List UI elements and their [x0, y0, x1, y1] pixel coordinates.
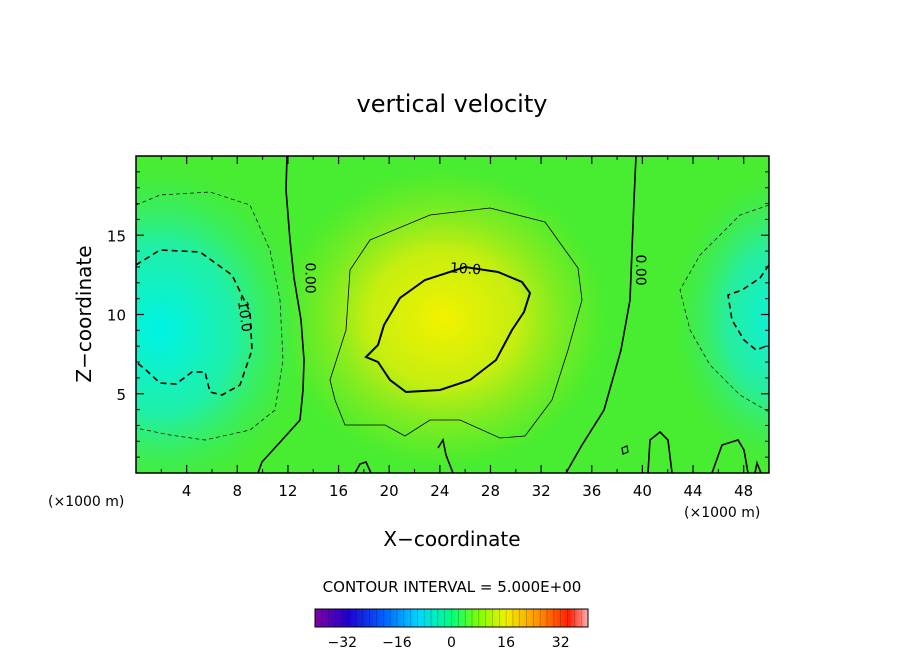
x-tick-label: 48: [734, 482, 753, 500]
y-tick-label: 15: [107, 227, 126, 245]
contour-neg10-left: [136, 249, 253, 396]
colorbar-tick-label: −16: [382, 635, 412, 651]
x-tick-label: 44: [683, 482, 702, 500]
contour-small-loop-4: [711, 439, 749, 473]
field-min-right-region: [670, 170, 769, 470]
field-max-region: [278, 168, 608, 468]
chart-title: vertical velocity: [357, 90, 548, 118]
x-axis: 4 8 12 16 20 24 28 32 36 40 44 48: [160, 156, 753, 500]
colorbar: [314, 608, 589, 628]
y-axis-label: Z−coordinate: [72, 245, 96, 382]
x-tick-label: 20: [380, 482, 399, 500]
contour-small-loop-6: [754, 460, 762, 473]
x-tick-label: 28: [481, 482, 500, 500]
contour-interval-text: CONTOUR INTERVAL = 5.000E+00: [323, 578, 582, 596]
contour-label: 0.00: [632, 255, 648, 286]
y-axis: 5 10 15: [107, 171, 769, 458]
x-tick-label: 40: [633, 482, 652, 500]
contour-labels: 10.0 0.00 0.00 -10.0: [233, 255, 648, 333]
colorbar-tick-label: 16: [497, 635, 515, 651]
y-tick-label: 5: [116, 386, 126, 404]
contour-zero-right: [565, 156, 637, 473]
x-tick-label: 4: [182, 482, 192, 500]
x-tick-label: 36: [582, 482, 601, 500]
contour-label: -10.0: [233, 295, 254, 333]
contour-small-loop-3: [647, 430, 673, 473]
contour-neg5-left: [136, 191, 284, 441]
colorbar-tick-label: 32: [552, 635, 570, 651]
contour-label: 10.0: [449, 260, 481, 278]
y-tick-label: 10: [107, 307, 126, 325]
contour-neg10-right: [727, 264, 769, 351]
contour-neg5-right: [679, 204, 769, 413]
colorbar-tick-label: −32: [328, 635, 358, 651]
x-tick-label: 32: [532, 482, 551, 500]
contour-small-loop-5: [621, 445, 629, 455]
plot-area: [136, 156, 769, 473]
contour-small-loop-2: [437, 437, 454, 473]
contour-5-line: [329, 207, 583, 439]
x-tick-label: 12: [278, 482, 297, 500]
x-unit-right: (×1000 m): [684, 505, 760, 521]
contour-10-line: [364, 265, 532, 394]
x-unit-left: (×1000 m): [48, 494, 124, 510]
colorbar-segments: [321, 609, 582, 627]
colorbar-tick-label: 0: [447, 635, 456, 651]
contour-label: 0.00: [302, 262, 318, 293]
x-tick-label: 24: [430, 482, 449, 500]
x-tick-label: 16: [329, 482, 348, 500]
x-axis-label: X−coordinate: [383, 527, 520, 551]
field-min-left-region: [136, 160, 310, 473]
x-tick-label: 8: [233, 482, 243, 500]
contour-small-loop-1: [354, 461, 372, 473]
contour-zero-left: [257, 156, 305, 473]
colorbar-ticks: −32 −16 0 16 32: [328, 635, 570, 651]
